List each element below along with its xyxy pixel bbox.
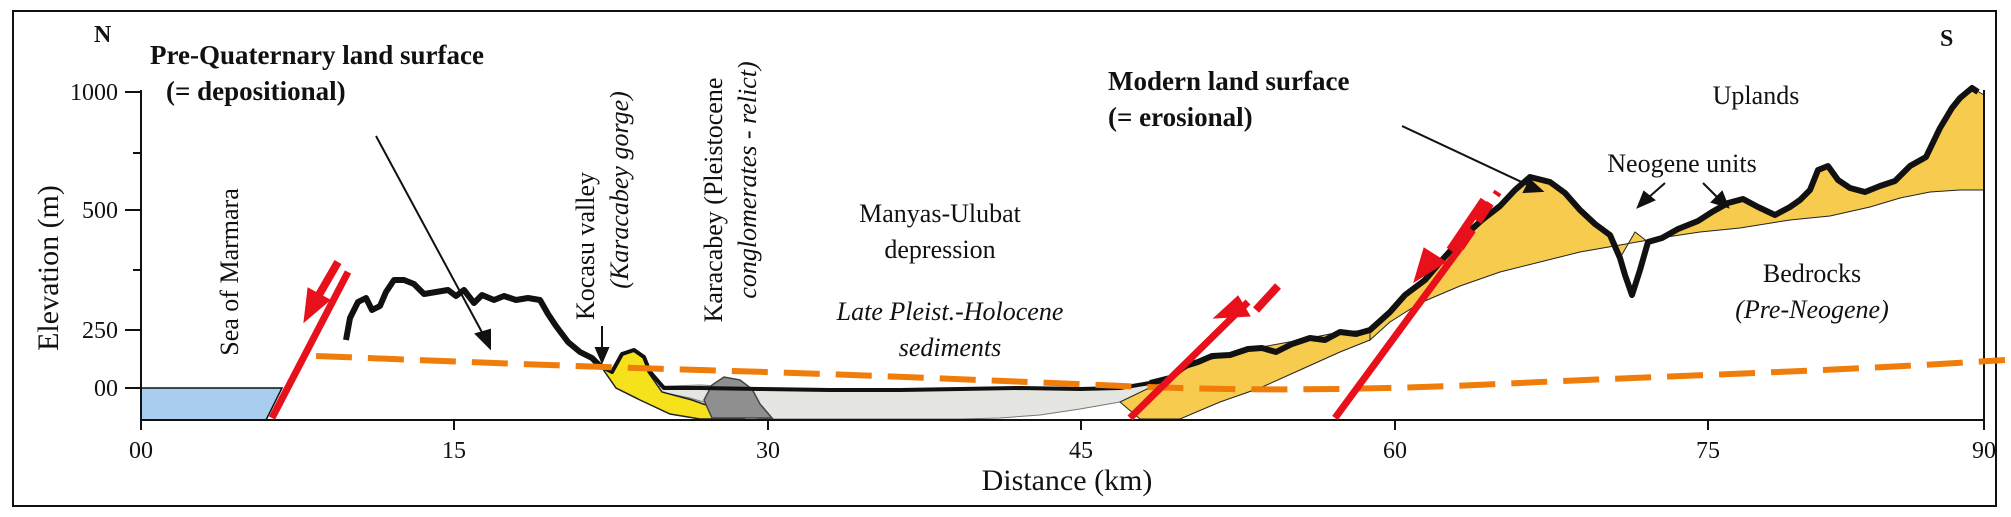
x-tick-00: 00 [129,438,153,464]
sea-of-marmara-water [140,387,284,421]
x-tick-90: 90 [1972,438,1996,464]
sea-of-marmara-label: Sea of Marmara [215,188,244,356]
fault-2 [1127,299,1251,421]
x-ticks [140,420,1985,430]
fault-1 [268,270,352,420]
x-tick-15: 15 [442,438,466,464]
modern-land-surface-east [1149,85,1980,386]
depression-label-line1: Manyas-Ulubat [859,199,1022,228]
figure-frame [12,10,1997,507]
bedrocks-label-line2: (Pre-Neogene) [1735,295,1889,324]
fault-motion-arrows [303,197,1488,324]
south-label: S [1940,26,1953,52]
y-tick-00: 00 [94,376,118,402]
annotation-arrows [375,125,1730,365]
neogene-units-label: Neogene units [1607,149,1756,178]
y-axis-title: Elevation (m) [32,185,65,351]
karacabey-label-line2: conglomerates - relict) [733,61,762,298]
pre-quaternary-label-line2: (= depositional) [166,76,346,106]
fault-3-arrowhead [1413,247,1447,284]
x-tick-75: 75 [1696,438,1720,464]
fault-3 [1332,245,1463,421]
bedrocks-label-line1: Bedrocks [1763,259,1861,288]
sediments-label-line1: Late Pleist.-Holocene [836,297,1064,326]
y-tick-250: 250 [82,318,118,344]
x-tick-60: 60 [1383,438,1407,464]
kocasu-label-line1: Kocasu valley [571,172,600,320]
x-tick-30: 30 [756,438,780,464]
fault-3-dashed [1456,189,1502,251]
pre-quaternary-label-line1: Pre-Quaternary land surface [150,40,484,70]
sediments-label-line2: sediments [899,333,1002,362]
uplands-label: Uplands [1713,81,1800,110]
fault-2-arrowhead [1212,295,1251,319]
y-tick-1000: 1000 [70,80,118,106]
modern-surface-label-line2: (= erosional) [1108,102,1253,132]
x-tick-45: 45 [1069,438,1093,464]
karacabey-label-line1: Karacabey (Pleistocene [699,78,728,323]
fault-1-arrowhead [303,287,331,324]
north-label: N [94,22,112,48]
pre-quaternary-surface-line [315,353,2006,393]
depression-label-line2: depression [884,235,995,264]
modern-surface-label-line1: Modern land surface [1108,66,1350,96]
neogene-fill-basin [1119,329,1371,420]
modern-land-surface-gorge [599,348,1151,392]
x-axis-title: Distance (km) [982,464,1153,497]
modern-land-surface-west [343,277,603,369]
y-ticks [125,91,141,389]
faults [268,189,1502,421]
y-tick-500: 500 [82,198,118,224]
kocasu-label-line2: (Karacabey gorge) [605,91,634,289]
neogene-fill-uplands [1369,87,1985,342]
